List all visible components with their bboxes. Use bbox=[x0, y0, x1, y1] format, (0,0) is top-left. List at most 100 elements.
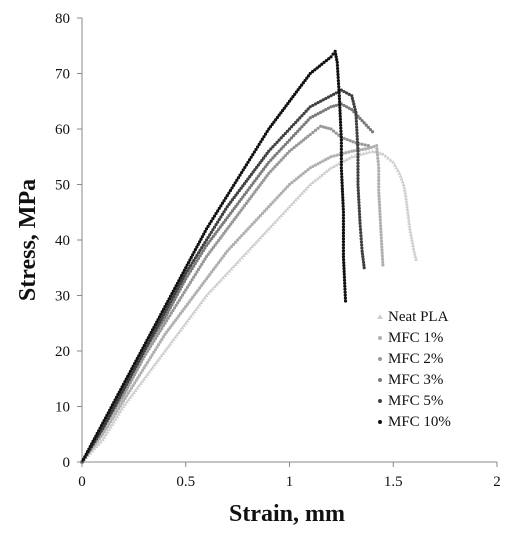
data-point bbox=[329, 165, 333, 170]
data-point bbox=[160, 315, 164, 319]
data-point bbox=[158, 340, 162, 344]
data-point bbox=[222, 210, 226, 214]
data-point bbox=[92, 437, 97, 441]
data-point bbox=[246, 227, 250, 231]
data-point bbox=[353, 107, 357, 112]
data-point bbox=[241, 206, 245, 210]
data-point bbox=[112, 400, 116, 405]
data-point bbox=[342, 260, 346, 265]
data-point bbox=[341, 158, 346, 163]
data-point bbox=[161, 318, 166, 322]
data-point bbox=[161, 324, 166, 328]
data-point bbox=[363, 143, 367, 147]
data-point bbox=[132, 361, 137, 366]
data-point bbox=[234, 215, 238, 219]
data-point bbox=[287, 138, 292, 142]
data-point bbox=[358, 221, 362, 225]
data-point bbox=[356, 185, 360, 190]
data-point bbox=[313, 128, 318, 132]
data-point bbox=[258, 161, 262, 165]
data-point bbox=[301, 171, 305, 175]
data-point bbox=[298, 127, 302, 131]
data-point bbox=[357, 197, 361, 202]
data-point bbox=[380, 242, 384, 246]
data-point bbox=[327, 57, 331, 61]
data-point bbox=[204, 227, 209, 231]
data-point bbox=[171, 300, 175, 304]
data-point bbox=[131, 364, 135, 368]
data-point bbox=[356, 143, 360, 147]
data-point bbox=[246, 249, 250, 253]
data-point bbox=[159, 312, 163, 316]
data-point bbox=[188, 258, 192, 262]
data-point bbox=[341, 216, 346, 220]
data-point bbox=[188, 264, 193, 268]
data-point bbox=[195, 305, 200, 309]
data-point bbox=[273, 165, 277, 169]
data-point bbox=[338, 102, 342, 107]
data-point bbox=[281, 145, 285, 149]
data-point bbox=[377, 203, 382, 207]
data-point bbox=[119, 407, 124, 411]
data-point bbox=[144, 363, 148, 367]
data-point bbox=[168, 342, 173, 346]
data-point bbox=[356, 173, 360, 178]
data-point bbox=[225, 249, 229, 253]
data-point bbox=[119, 387, 123, 392]
data-point bbox=[137, 383, 142, 388]
data-point bbox=[192, 275, 196, 279]
data-point bbox=[180, 285, 184, 289]
data-point bbox=[268, 125, 273, 129]
data-point bbox=[137, 365, 141, 369]
data-point bbox=[241, 253, 246, 258]
data-point bbox=[244, 179, 248, 183]
data-point bbox=[108, 414, 112, 418]
data-point bbox=[326, 95, 331, 99]
data-point bbox=[370, 149, 375, 153]
data-point bbox=[148, 333, 152, 337]
data-point bbox=[182, 279, 186, 284]
data-point bbox=[412, 251, 417, 256]
data-point bbox=[172, 306, 177, 310]
data-point bbox=[294, 131, 298, 136]
data-point bbox=[287, 204, 292, 209]
data-point bbox=[256, 185, 260, 189]
data-point bbox=[335, 58, 339, 62]
data-point bbox=[347, 150, 351, 154]
data-point bbox=[263, 132, 268, 136]
data-point bbox=[132, 367, 137, 371]
data-point bbox=[142, 366, 146, 370]
data-point bbox=[337, 85, 341, 89]
data-point bbox=[171, 337, 176, 341]
data-point bbox=[360, 243, 364, 247]
data-point bbox=[100, 437, 105, 442]
data-point bbox=[196, 288, 200, 293]
data-point bbox=[357, 212, 362, 216]
data-point bbox=[340, 178, 344, 182]
data-point bbox=[305, 76, 309, 80]
data-point bbox=[150, 353, 154, 357]
data-point bbox=[304, 136, 308, 140]
data-point bbox=[380, 248, 384, 252]
data-point bbox=[157, 315, 162, 319]
data-point bbox=[251, 192, 255, 196]
data-point bbox=[339, 123, 343, 127]
data-point bbox=[339, 169, 344, 173]
data-point bbox=[231, 242, 236, 247]
data-point bbox=[178, 282, 182, 286]
data-point bbox=[240, 233, 244, 238]
legend-marker bbox=[377, 314, 383, 319]
data-point bbox=[260, 181, 264, 185]
data-point bbox=[329, 55, 333, 59]
data-point bbox=[308, 182, 313, 186]
data-point bbox=[356, 176, 360, 181]
data-point bbox=[356, 188, 360, 193]
data-point bbox=[153, 337, 158, 341]
data-point bbox=[339, 138, 343, 142]
data-point bbox=[271, 145, 275, 149]
data-point bbox=[336, 161, 341, 166]
data-point bbox=[220, 256, 224, 260]
data-point bbox=[180, 293, 185, 297]
data-point bbox=[376, 159, 380, 164]
data-point bbox=[285, 151, 290, 156]
